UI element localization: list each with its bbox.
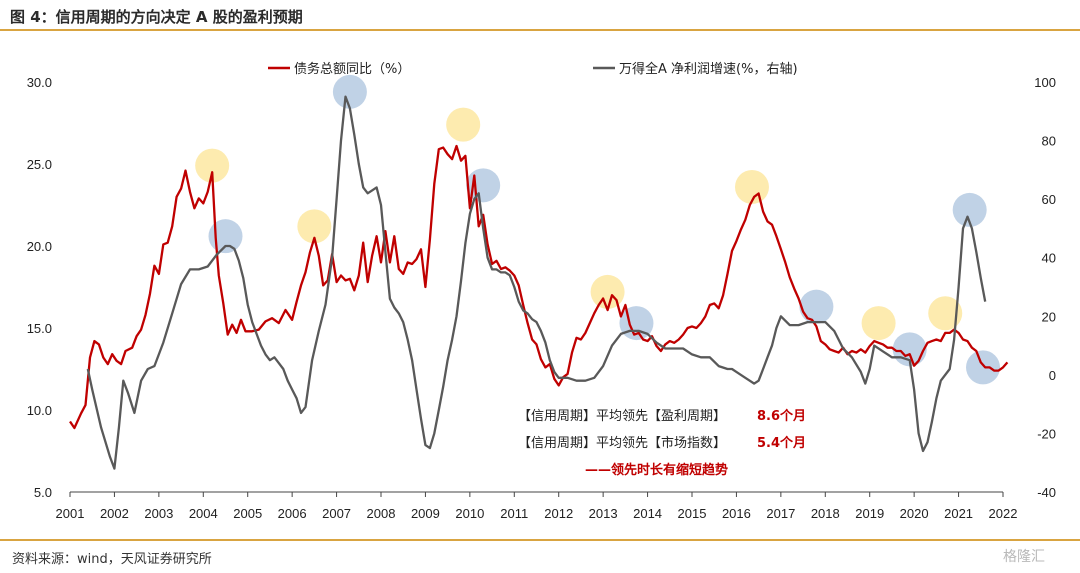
y-left-tick-label: 25.0 — [27, 157, 52, 172]
profit-cycle-marker — [799, 289, 834, 324]
annotation-conclusion: ——领先时长有缩短趋势 — [585, 462, 728, 478]
credit-cycle-marker — [195, 148, 230, 183]
x-tick-label: 2018 — [811, 506, 840, 521]
y-left-tick-label: 20.0 — [27, 239, 52, 254]
credit-cycle-marker — [861, 306, 896, 341]
annotation-value-2: 5.4个月 — [757, 435, 806, 451]
x-tick-label: 2001 — [56, 506, 85, 521]
y-right-tick-label: -40 — [1037, 485, 1056, 500]
annotation-value-1: 8.6个月 — [757, 408, 806, 424]
chart-canvas: 2001 2002 2003 2004 2005 2006 2007 2008 2009 2010… — [27, 61, 1056, 521]
credit-cycle-marker — [297, 209, 332, 244]
x-tick-label: 2011 — [500, 506, 528, 521]
x-tick-label: 2017 — [766, 506, 795, 521]
figure-title: 图 4：信用周期的方向决定 A 股的盈利预期 — [10, 8, 303, 26]
x-tick-label: 2015 — [678, 506, 707, 521]
x-tick-label: 2007 — [322, 506, 351, 521]
y-right-tick-label: 40 — [1042, 251, 1056, 266]
y-right-tick-label: 0 — [1049, 368, 1056, 383]
x-tick-label: 2009 — [411, 506, 440, 521]
bottom-rule — [0, 539, 1080, 541]
profit-cycle-marker — [966, 350, 1001, 385]
x-tick-label: 2010 — [455, 506, 484, 521]
top-rule — [0, 29, 1080, 31]
x-tick-label: 2022 — [989, 506, 1018, 521]
y-right-tick-label: 100 — [1034, 75, 1056, 90]
y-left-tick-label: 30.0 — [27, 75, 52, 90]
series-line-credit — [69, 144, 1009, 430]
x-tick-label: 2005 — [233, 506, 262, 521]
credit-cycle-marker — [590, 274, 625, 309]
profit-cycle-marker — [952, 192, 987, 227]
series-line-profit — [86, 95, 987, 470]
watermark-logo: 格隆汇 — [1003, 549, 1045, 565]
series-lines — [69, 95, 1009, 470]
lead-time-annotations: 【信用周期】平均领先【盈利周期】 8.6个月 【信用周期】平均领先【市场指数】 … — [518, 408, 806, 478]
y-right-tick-label: 20 — [1042, 309, 1056, 324]
chart-legend: 债务总额同比（%） 万得全A 净利润增速(%，右轴) — [268, 61, 798, 77]
x-tick-label: 2020 — [900, 506, 929, 521]
cycle-markers — [195, 74, 1001, 385]
credit-cycle-marker — [928, 296, 963, 331]
x-tick-label: 2016 — [722, 506, 751, 521]
source-note: 资料来源：wind，天风证券研究所 — [12, 552, 212, 567]
annotation-label-1: 【信用周期】平均领先【盈利周期】 — [518, 409, 726, 424]
x-tick-label: 2021 — [944, 506, 973, 521]
credit-cycle-marker — [734, 169, 769, 204]
y-left-tick-label: 10.0 — [27, 403, 52, 418]
y-right-tick-label: -20 — [1037, 426, 1056, 441]
legend-label-profit: 万得全A 净利润增速(%，右轴) — [619, 61, 798, 77]
y-left-tick-label: 15.0 — [27, 321, 52, 336]
x-tick-label: 2019 — [855, 506, 884, 521]
x-tick-label: 2008 — [367, 506, 396, 521]
x-tick-label: 2013 — [589, 506, 618, 521]
x-tick-label: 2003 — [144, 506, 173, 521]
profit-cycle-marker — [208, 219, 243, 254]
legend-label-credit: 债务总额同比（%） — [294, 61, 410, 77]
y-left-tick-label: 5.0 — [34, 485, 52, 500]
x-tick-label: 2014 — [633, 506, 662, 521]
y-right-tick-label: 60 — [1042, 192, 1056, 207]
y-right-tick-label: 80 — [1042, 134, 1056, 149]
x-tick-label: 2006 — [278, 506, 307, 521]
credit-cycle-marker — [446, 107, 481, 142]
annotation-label-2: 【信用周期】平均领先【市场指数】 — [518, 435, 726, 451]
profit-cycle-marker — [332, 74, 367, 109]
x-tick-label: 2002 — [100, 506, 129, 521]
chart-axes: 2001 2002 2003 2004 2005 2006 2007 2008 2009 2010… — [27, 75, 1056, 521]
x-tick-label: 2012 — [544, 506, 573, 521]
x-tick-label: 2004 — [189, 506, 218, 521]
